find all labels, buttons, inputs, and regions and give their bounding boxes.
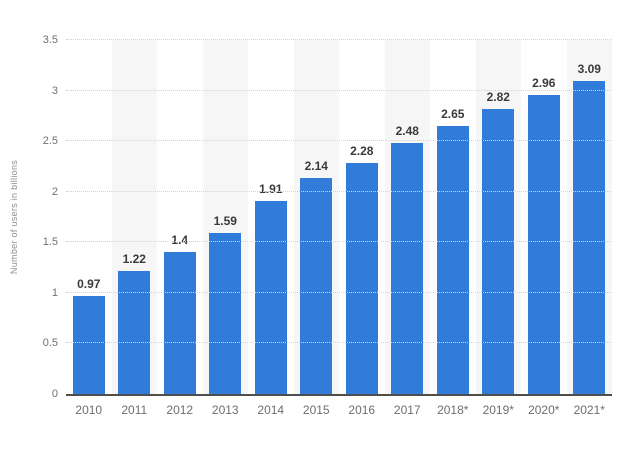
gridline [66,39,612,40]
x-axis-label: 2010 [75,403,103,417]
y-axis-tick-label: 0 [51,388,58,400]
bar-value-label: 1.91 [259,181,283,196]
bar-value-label: 1.59 [213,214,237,229]
bar-value-label: 2.14 [304,158,328,173]
bar-value-label: 0.97 [77,276,101,291]
x-axis-label: 2011 [121,403,148,417]
bar-value-label: 1.4 [171,233,189,248]
x-axis-label: 2014 [257,403,285,417]
bar-value-label: 1.22 [122,251,146,266]
y-axis-title: Number of users in billions [9,159,19,275]
x-axis-label: 2017 [393,403,421,417]
gridline [66,190,612,192]
x-axis-label: 2020* [528,403,560,417]
y-axis-tick-label: 3.5 [42,34,58,46]
gridline [66,140,612,142]
y-axis-tick-label: 0.5 [42,337,58,350]
x-axis-label: 2016 [348,403,376,417]
bar-value-label: 2.96 [532,75,556,90]
x-axis-label: 2019* [482,403,514,417]
x-axis-label: 2021* [573,403,605,417]
column-2011: 1.22 [111,40,157,394]
bar-2012[interactable] [163,252,196,394]
column-2019: 2.82 [475,40,521,394]
bar-2021[interactable] [573,81,606,394]
y-axis-tick-label: 2.5 [42,135,58,148]
plot-area: 0.97 1.22 1.4 1.59 1.91 2.14 2.28 2.48 2.65 2.82 2… [66,39,612,396]
y-axis-tick-label: 3 [51,84,58,97]
column-2014: 1.91 [248,40,294,394]
x-axis-label: 2012 [166,403,194,417]
bar-value-label: 3.09 [577,62,601,77]
gridline [66,241,612,243]
gridline [66,291,612,293]
column-2020: 2.96 [521,40,567,394]
bar-2019[interactable] [482,108,515,394]
bar-value-label: 2.65 [441,106,465,121]
bar-2011[interactable] [118,270,151,394]
y-axis-tick-label: 1.5 [42,236,58,249]
bar-2016[interactable] [345,163,378,394]
column-2015: 2.14 [293,40,339,394]
bar-2018[interactable] [436,125,469,394]
column-2010: 0.97 [66,40,112,394]
gridline [66,89,612,91]
bar-2017[interactable] [391,143,424,394]
bar-2015[interactable] [300,177,333,394]
bar-value-label: 2.82 [486,89,510,104]
column-2016: 2.28 [339,40,385,394]
bar-2020[interactable] [527,94,560,394]
x-axis-label: 2013 [211,403,239,417]
bar-value-label: 2.28 [350,144,374,159]
bar-2010[interactable] [72,295,105,394]
column-2013: 1.59 [202,40,248,394]
x-axis-label: 2018* [437,403,469,417]
x-axis-label: 2015 [302,403,330,417]
bar-2014[interactable] [254,200,287,394]
bar-value-label: 2.48 [395,124,419,139]
column-2018: 2.65 [430,40,476,394]
bar-2013[interactable] [209,233,242,394]
gridline [66,342,612,344]
y-axis-tick-label: 2 [51,185,58,198]
column-2012: 1.4 [157,40,203,394]
column-2017: 2.48 [384,40,430,394]
y-axis-tick-label: 1 [51,286,58,299]
column-2021: 3.09 [566,40,612,394]
